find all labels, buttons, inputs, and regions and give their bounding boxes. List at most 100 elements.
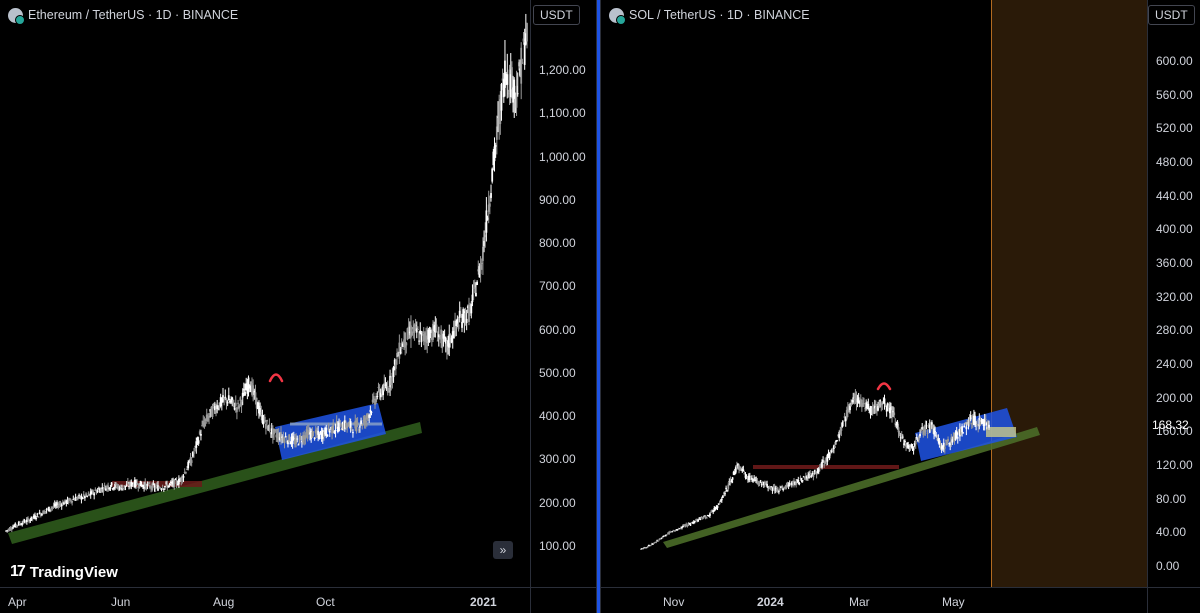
eth-candle-body — [121, 487, 123, 491]
eth-candle-body — [56, 502, 58, 506]
sol-candle-body — [978, 418, 981, 427]
eth-candle-body — [38, 512, 41, 514]
eth-chart-canvas[interactable] — [0, 0, 597, 613]
eth-candle-body — [9, 527, 12, 530]
sol-price-tick: 520.00 — [1156, 121, 1193, 136]
eth-candle-body — [109, 487, 112, 489]
eth-candle-body — [446, 340, 448, 351]
eth-chart-panel[interactable]: Ethereum / TetherUS · 1D · BINANCE USDT … — [0, 0, 597, 613]
eth-candle-body — [405, 342, 408, 346]
eth-candle-body — [265, 424, 267, 429]
eth-candle-body — [476, 281, 479, 285]
eth-candle-body — [191, 452, 194, 457]
eth-candle-body — [336, 426, 339, 432]
sol-candle-body — [920, 429, 923, 431]
eth-candle-body — [477, 269, 480, 272]
sol-candle-body — [723, 492, 725, 495]
eth-candle-body — [25, 519, 28, 523]
eth-candle-body — [203, 422, 206, 427]
eth-candle-body — [324, 427, 326, 435]
eth-candle-body — [104, 488, 107, 491]
eth-candle-body — [100, 488, 103, 492]
sol-candle-body — [725, 487, 728, 489]
eth-candle-body — [41, 513, 43, 516]
sol-candle-body — [741, 469, 744, 472]
eth-time-tick: 2021 — [470, 595, 497, 609]
eth-candle-body — [381, 390, 383, 395]
eth-candle-body — [6, 530, 9, 532]
sol-candle-body — [886, 403, 889, 408]
sol-candle-body — [765, 482, 767, 484]
sol-time-tick: Mar — [849, 595, 870, 609]
eth-candle-body — [142, 485, 144, 487]
sol-candle-body — [789, 484, 792, 486]
sol-candle-body — [682, 525, 684, 528]
eth-time-tick: Jun — [111, 595, 131, 609]
eth-candle-body — [145, 484, 148, 490]
eth-time-axis[interactable]: Apr Jun Aug Oct 2021 — [0, 587, 596, 613]
sol-candle-body — [650, 543, 653, 546]
eth-symbol-title[interactable]: Ethereum / TetherUS · 1D · BINANCE — [8, 6, 238, 25]
sol-candle-body — [685, 524, 688, 526]
sol-candle-body — [755, 479, 758, 483]
eth-candle-body — [326, 434, 329, 437]
eth-candle-body — [108, 487, 111, 490]
eth-price-axis[interactable]: 100.00 200.00 300.00 400.00 500.00 600.00 700.… — [530, 0, 596, 613]
eth-candle-body — [125, 484, 128, 487]
sol-candle-body — [878, 403, 881, 406]
eth-candle-body — [487, 204, 490, 212]
eth-candle-body — [64, 499, 67, 503]
sol-candle-body — [676, 529, 679, 531]
sol-candle-body — [851, 400, 854, 402]
sol-candle-body — [988, 424, 990, 428]
sol-candle-body — [885, 406, 888, 412]
eth-candle-body — [478, 266, 481, 278]
sol-candle-body — [937, 438, 940, 442]
sol-candle-body — [679, 527, 682, 529]
eth-candle-body — [190, 460, 193, 463]
eth-candle-body — [175, 480, 178, 485]
eth-candle-body — [327, 425, 330, 431]
eth-candle-body — [408, 331, 411, 334]
eth-candle-body — [390, 377, 393, 386]
scroll-to-realtime-button[interactable]: » — [493, 541, 513, 559]
sol-candle-body — [817, 468, 820, 472]
sol-chart-panel[interactable]: SOL / TetherUS · 1D · BINANCE USDT 0.00 4… — [600, 0, 1200, 613]
sol-symbol-title[interactable]: SOL / TetherUS · 1D · BINANCE — [609, 6, 810, 25]
sol-candle-body — [820, 464, 822, 466]
panel-divider[interactable] — [597, 0, 600, 613]
sol-candle-body — [690, 522, 693, 524]
eth-candle-body — [74, 496, 77, 501]
sol-candle-body — [869, 406, 872, 415]
sol-candle-body — [787, 484, 790, 487]
eth-candle-body — [189, 457, 192, 466]
sol-price-tick: 240.00 — [1156, 357, 1193, 371]
eth-candle-body — [31, 517, 34, 519]
sol-candle-body — [711, 510, 714, 512]
eth-candle-body — [407, 326, 410, 336]
eth-candle-body — [198, 431, 201, 435]
sol-candle-body — [724, 493, 726, 495]
eth-candle-body — [50, 508, 53, 510]
eth-candle-body — [471, 294, 474, 302]
eth-candle-body — [458, 310, 461, 318]
eth-candle-body — [61, 502, 64, 506]
eth-candle-body — [234, 402, 237, 406]
eth-currency-button[interactable]: USDT — [533, 5, 580, 25]
sol-price-axis[interactable]: 0.00 40.00 80.00 120.00 160.00 200.00 240.00 28… — [1147, 0, 1200, 613]
sol-candle-body — [710, 511, 712, 513]
sol-candle-body — [949, 442, 952, 445]
eth-candle-body — [255, 397, 258, 409]
sol-time-axis[interactable]: Nov 2024 Mar May — [601, 587, 1200, 613]
sol-candle-body — [794, 482, 796, 485]
eth-candle-body — [343, 420, 346, 429]
eth-candle-body — [325, 427, 328, 436]
sol-candle-body — [785, 484, 788, 488]
sol-currency-button[interactable]: USDT — [1148, 5, 1195, 25]
sol-candle-body — [901, 436, 904, 438]
sol-candle-body — [921, 427, 924, 429]
sol-price-tick: 40.00 — [1156, 525, 1187, 540]
sol-candle-body — [925, 425, 928, 427]
sol-chart-canvas[interactable] — [601, 0, 1200, 613]
sol-candle-body — [640, 548, 642, 550]
